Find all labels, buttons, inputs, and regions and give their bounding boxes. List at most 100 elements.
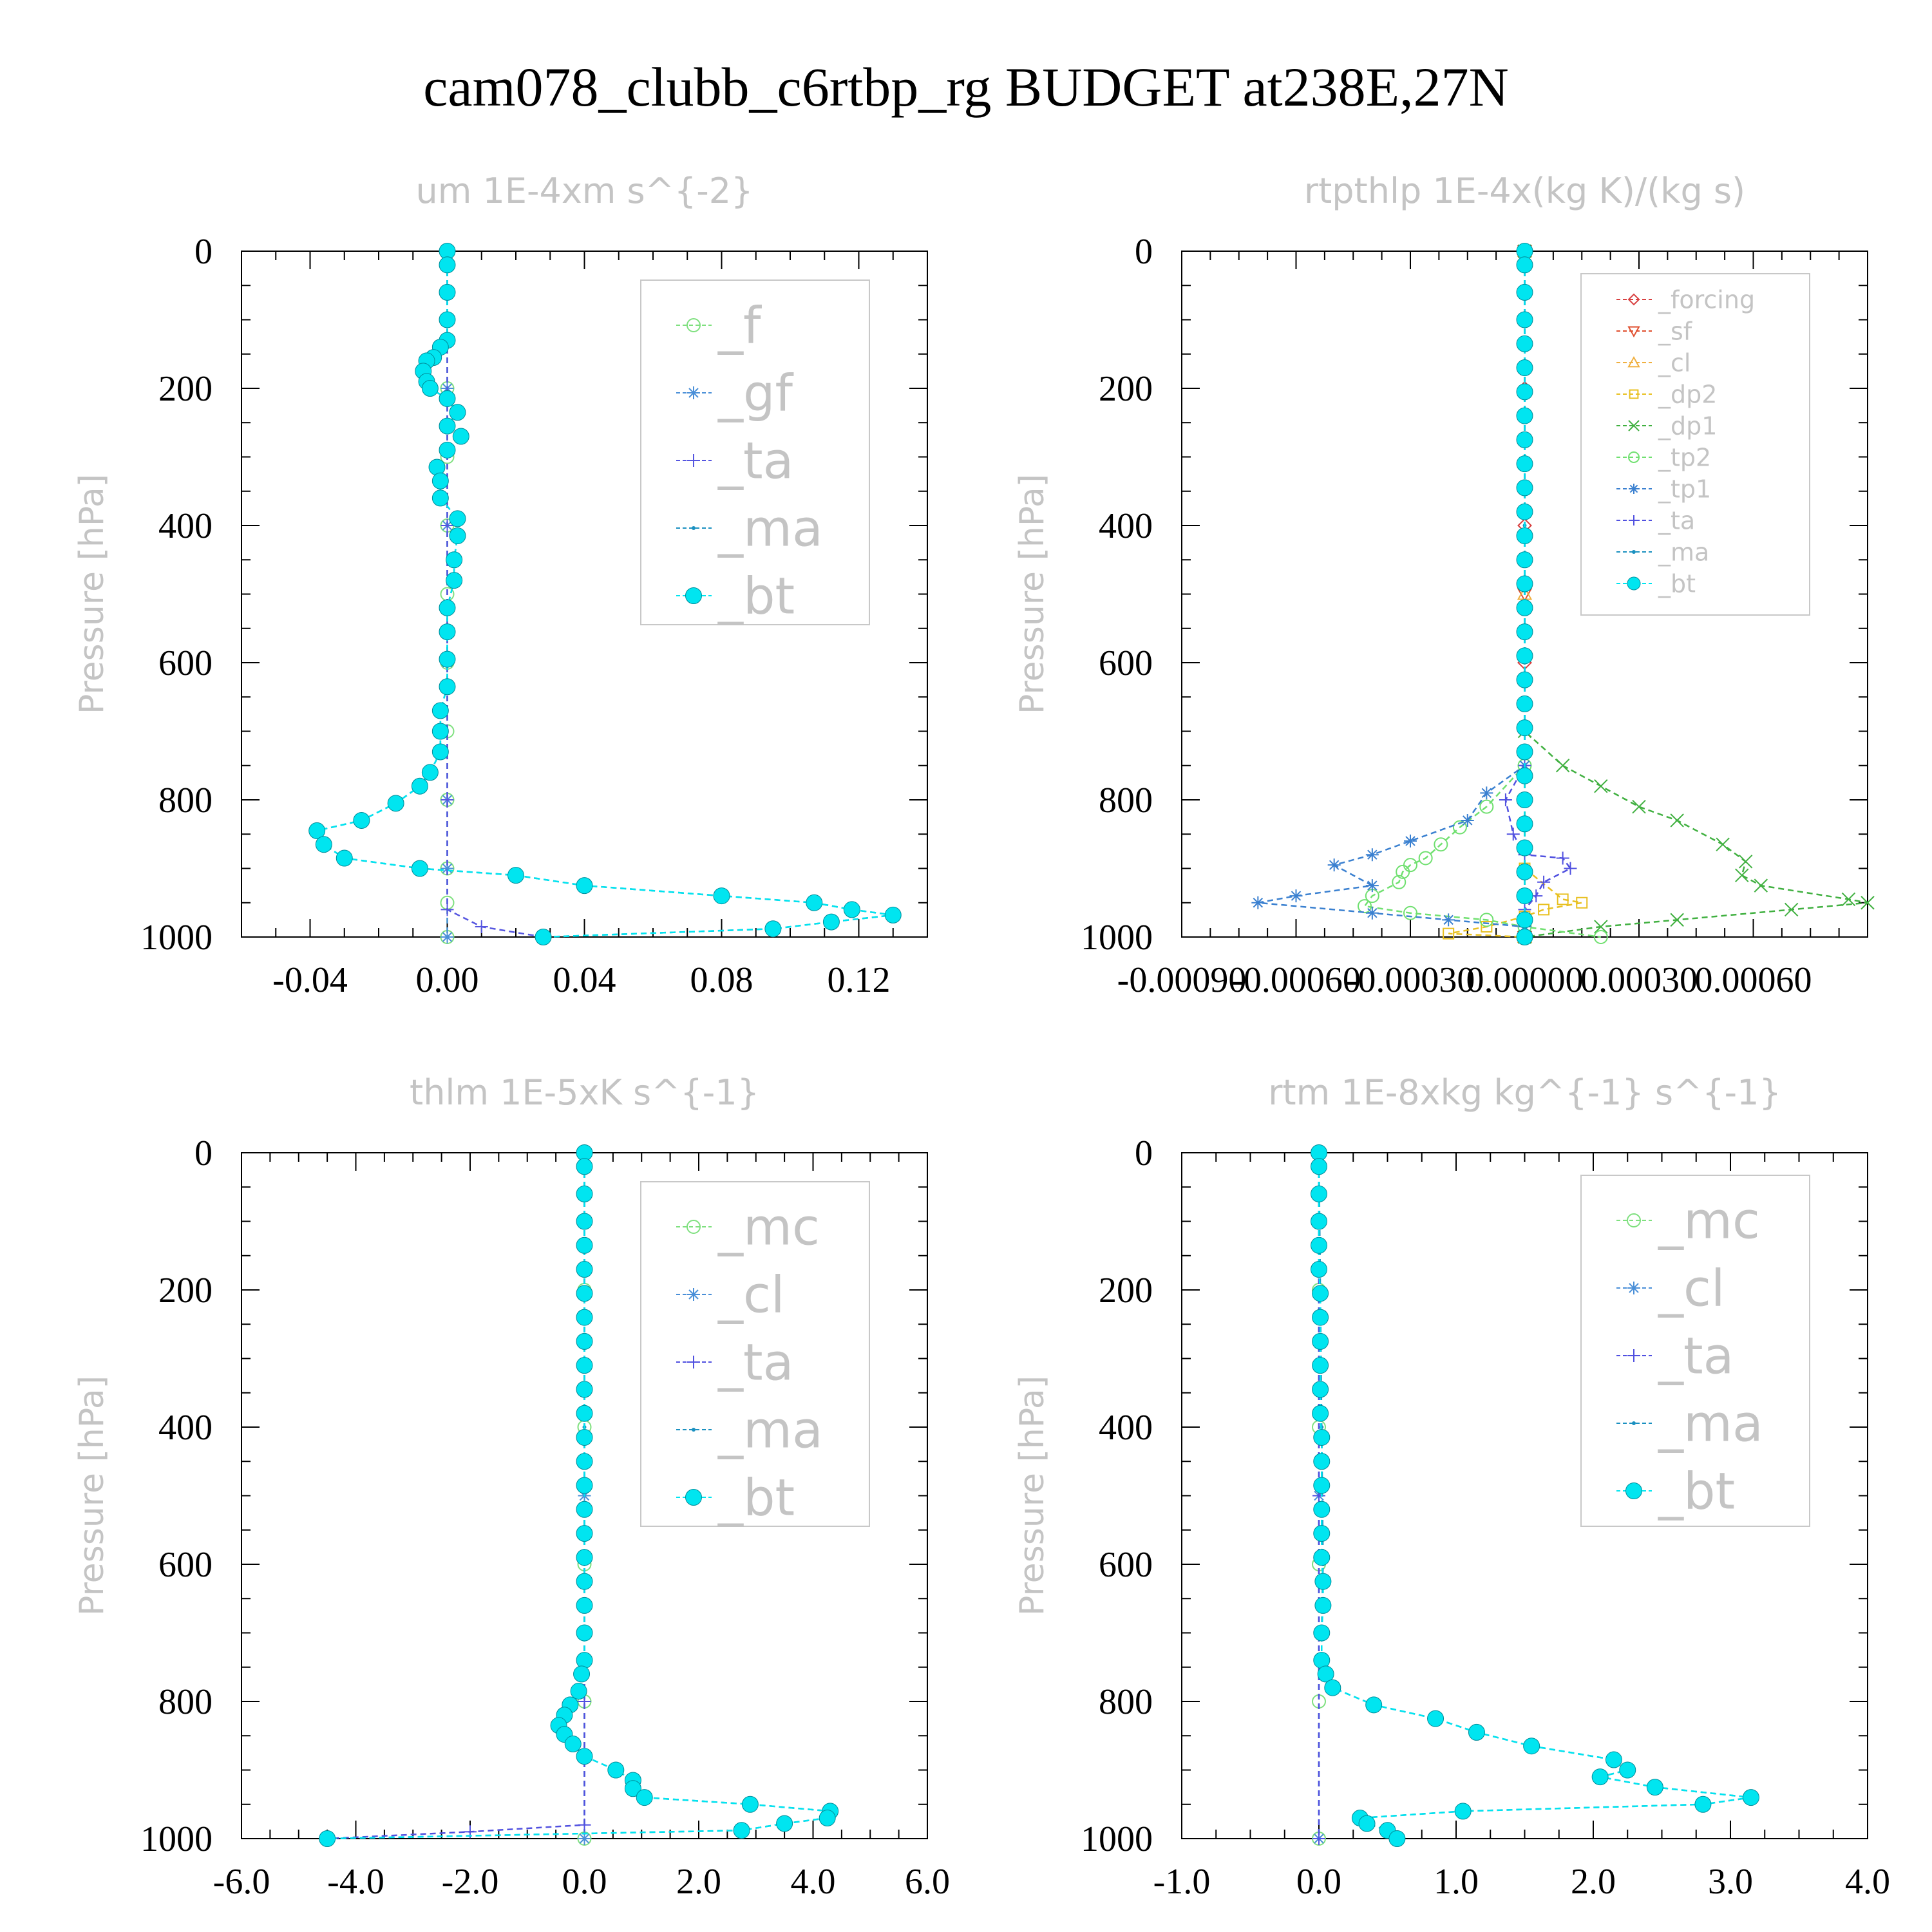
series-line <box>1258 251 1526 937</box>
legend-label: _ta <box>1658 506 1695 535</box>
data-point <box>1516 647 1533 665</box>
data-point <box>421 380 439 397</box>
legend-marker <box>1627 1282 1640 1294</box>
data-point <box>576 1549 593 1566</box>
data-point <box>1516 719 1533 737</box>
y-axis-label: Pressure [hPa] <box>73 1376 111 1616</box>
data-point <box>1324 1679 1341 1696</box>
data-point <box>1480 786 1493 800</box>
x-tick-label: 6.0 <box>905 1862 950 1902</box>
data-point <box>440 862 454 875</box>
panel-title: rtm 1E-8xkg kg^{-1} s^{-1} <box>1268 1072 1781 1113</box>
data-point <box>315 836 332 853</box>
x-tick-label: -4.0 <box>327 1862 384 1902</box>
data-point <box>576 1596 593 1614</box>
y-tick-label: 400 <box>158 506 213 546</box>
data-point <box>431 472 449 489</box>
legend-label: _sf <box>1658 317 1693 345</box>
legend-marker <box>692 1428 696 1432</box>
data-point <box>576 1261 593 1278</box>
data-point <box>713 887 730 905</box>
data-point <box>421 764 439 781</box>
legend-label: _mc <box>1658 1192 1760 1250</box>
data-point <box>1516 283 1533 301</box>
y-tick-label: 1000 <box>140 1819 213 1859</box>
data-point <box>475 920 488 934</box>
legend-label: _dp1 <box>1658 412 1717 440</box>
legend-marker <box>687 386 700 399</box>
data-point <box>1461 813 1474 827</box>
data-point <box>1311 1213 1327 1230</box>
legend-label: _ta <box>717 1334 793 1392</box>
data-point <box>1516 335 1533 352</box>
data-point <box>1619 1761 1636 1779</box>
legend-label: _ma <box>717 500 823 558</box>
data-point <box>336 849 353 867</box>
data-point <box>1311 1236 1327 1254</box>
data-point <box>884 906 902 923</box>
legend-label: _ta <box>1658 1327 1734 1385</box>
y-axis-label: Pressure [hPa] <box>73 474 111 714</box>
x-tick-label: -1.0 <box>1153 1862 1211 1902</box>
data-point <box>319 1830 336 1847</box>
data-point <box>1481 921 1493 933</box>
y-tick-label: 1000 <box>1081 918 1153 958</box>
data-point <box>535 929 552 945</box>
data-point <box>624 1780 641 1797</box>
data-point <box>1427 1710 1444 1727</box>
legend-marker <box>1627 355 1640 368</box>
data-point <box>1365 848 1379 862</box>
y-tick-label: 1000 <box>140 918 213 958</box>
legend-label: _ma <box>717 1401 823 1459</box>
x-tick-label: 2.0 <box>676 1862 721 1902</box>
data-point <box>1516 527 1533 544</box>
legend-marker <box>692 526 696 530</box>
data-point <box>353 811 370 829</box>
data-point <box>576 1477 593 1494</box>
x-tick-label: 0.12 <box>828 960 891 1000</box>
data-point <box>576 1185 593 1202</box>
data-point <box>1555 759 1570 773</box>
data-point <box>1396 864 1410 879</box>
data-point <box>576 1453 593 1470</box>
x-tick-label: 4.0 <box>1845 1862 1890 1902</box>
data-point <box>1516 695 1533 712</box>
data-point <box>576 1381 593 1398</box>
data-point <box>1742 1789 1759 1806</box>
data-point <box>1516 575 1533 592</box>
x-tick-label: 2.0 <box>1571 1862 1616 1902</box>
data-point <box>1313 1477 1331 1494</box>
y-tick-label: 400 <box>1099 506 1153 546</box>
series-line <box>446 251 544 938</box>
data-point <box>570 1683 587 1700</box>
legend-label: _gf <box>717 365 794 422</box>
data-point <box>1516 551 1533 569</box>
y-tick-label: 200 <box>1099 369 1153 409</box>
data-point <box>1861 896 1875 910</box>
legend-marker <box>1629 484 1639 494</box>
legend-label: _dp2 <box>1658 380 1717 408</box>
y-tick-label: 800 <box>1099 1682 1153 1722</box>
data-point <box>431 702 449 719</box>
data-point <box>576 1652 593 1669</box>
data-point <box>439 390 456 407</box>
legend-marker <box>1628 451 1640 463</box>
data-point <box>1365 906 1379 920</box>
data-point <box>1311 1185 1327 1202</box>
panel-title: um 1E-4xm s^{-2} <box>416 171 753 211</box>
data-point <box>822 913 840 931</box>
data-point <box>576 1525 593 1542</box>
legend-label: _ma <box>1658 1395 1763 1453</box>
legend-marker <box>687 454 700 467</box>
data-point <box>1443 927 1455 940</box>
series-bt <box>319 1144 839 1847</box>
data-point <box>576 1285 593 1302</box>
y-tick-label: 400 <box>158 1408 213 1448</box>
series-line <box>1363 251 1602 938</box>
x-tick-label: 1.0 <box>1434 1862 1479 1902</box>
data-point <box>1670 913 1684 927</box>
legend-label: _bt <box>717 1469 795 1527</box>
data-point <box>578 1818 591 1832</box>
data-point <box>607 1761 625 1779</box>
